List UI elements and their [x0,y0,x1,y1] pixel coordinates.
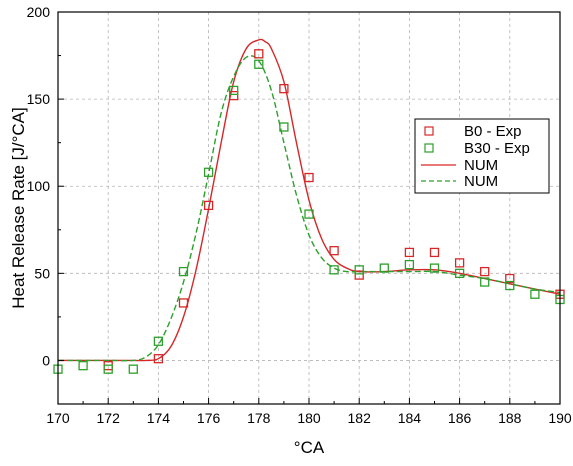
y-tick-label: 200 [27,4,51,20]
data-point-0 [505,273,515,284]
tick-labels: 170 172 174 176 178 180 182 184 186 188 190 0 50 100 1… [27,4,572,426]
x-tick-label: 178 [247,410,271,426]
legend-label-num-green: NUM [464,173,498,190]
data-point-0 [404,247,415,258]
data-point-1 [78,361,88,371]
legend-marker-b30 [424,143,434,153]
data-point-0 [480,266,490,277]
legend-marker-b0 [424,126,434,136]
data-point-0 [429,247,440,258]
x-tick-label: 190 [548,410,572,426]
data-point-1 [153,336,164,346]
x-tick-label: 182 [348,410,372,426]
y-tick-label: 50 [34,265,50,281]
data-point-1 [229,85,239,96]
data-point-1 [279,122,289,132]
x-tick-label: 186 [448,410,472,426]
x-axis-title: °CA [294,438,325,457]
y-tick-label: 100 [27,178,51,194]
data-point-1 [354,265,364,275]
data-point-0 [304,172,314,183]
data-point-0 [153,354,164,364]
series-line-2 [58,38,561,362]
data-point-1 [404,259,415,270]
legend-label-b0: B0 - Exp [464,123,522,140]
data-point-0 [178,298,189,308]
data-point-1 [505,280,515,291]
data-point-1 [128,364,138,374]
data-point-1 [304,209,314,219]
data-point-1 [103,364,113,374]
x-tick-label: 170 [46,410,70,426]
plot-background [58,12,560,404]
legend-label-num-red: NUM [464,157,498,174]
series-line-3 [58,55,561,362]
data-point-1 [329,265,339,275]
data-point-0 [454,258,465,268]
grid [58,12,560,404]
data-point-0 [354,270,364,280]
data-point-1 [480,277,490,287]
data-point-1 [379,263,389,273]
x-tick-label: 188 [498,410,522,426]
series-layer [53,38,565,374]
data-point-1 [203,167,214,177]
data-point-0 [329,246,339,256]
data-point-1 [454,268,465,278]
data-point-0 [229,90,239,101]
data-point-1 [254,59,264,69]
x-tick-label: 172 [97,410,121,426]
data-point-1 [429,263,440,273]
data-point-1 [530,289,540,299]
y-tick-label: 150 [27,91,51,107]
legend-label-b30: B30 - Exp [464,140,530,157]
data-point-0 [203,200,214,211]
x-tick-label: 174 [147,410,171,426]
ticks [57,11,561,405]
x-tick-label: 184 [398,410,422,426]
data-point-0 [279,84,289,94]
x-tick-label: 176 [197,410,221,426]
data-point-0 [254,49,264,59]
data-point-1 [178,266,189,277]
legend: B0 - Exp B30 - Exp NUM NUM [414,118,550,194]
y-tick-label: 0 [42,352,50,368]
x-tick-label: 180 [297,410,321,426]
y-axis-title: Heat Release Rate [J/°CA] [9,107,28,308]
